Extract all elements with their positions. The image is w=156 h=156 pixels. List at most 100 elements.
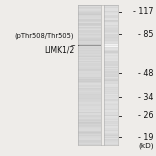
Bar bbox=[78, 51, 101, 53]
Bar bbox=[104, 62, 118, 63]
Bar bbox=[104, 95, 118, 96]
Bar bbox=[78, 136, 101, 137]
Text: - 48: - 48 bbox=[138, 69, 154, 78]
Bar bbox=[104, 64, 118, 66]
Bar bbox=[104, 51, 118, 53]
Bar bbox=[78, 60, 101, 61]
Bar bbox=[104, 23, 118, 24]
Bar bbox=[104, 29, 118, 30]
Bar bbox=[104, 44, 118, 46]
Bar bbox=[104, 94, 118, 95]
Bar bbox=[104, 62, 118, 65]
Bar bbox=[104, 76, 118, 77]
Bar bbox=[78, 91, 101, 92]
Bar bbox=[78, 40, 101, 41]
Bar bbox=[78, 45, 101, 48]
Bar bbox=[104, 139, 118, 140]
Bar bbox=[104, 7, 118, 8]
Bar bbox=[78, 77, 101, 78]
Bar bbox=[78, 81, 101, 83]
Bar bbox=[78, 129, 101, 130]
Bar bbox=[78, 11, 101, 12]
Bar bbox=[78, 5, 101, 6]
Bar bbox=[104, 55, 118, 56]
Bar bbox=[104, 51, 118, 54]
Bar bbox=[104, 32, 118, 33]
Bar bbox=[104, 63, 118, 64]
Bar bbox=[78, 19, 101, 20]
Bar bbox=[104, 30, 118, 32]
Bar bbox=[78, 47, 101, 48]
Bar bbox=[104, 50, 118, 51]
Bar bbox=[104, 138, 118, 139]
Bar bbox=[78, 120, 101, 122]
Bar bbox=[78, 130, 101, 131]
Bar bbox=[104, 128, 118, 129]
Bar bbox=[104, 74, 118, 75]
Bar bbox=[78, 55, 101, 56]
Bar bbox=[104, 26, 118, 27]
Bar bbox=[78, 132, 101, 133]
Bar bbox=[78, 75, 101, 76]
Bar bbox=[78, 22, 101, 23]
Bar bbox=[104, 74, 118, 77]
Bar bbox=[78, 106, 101, 108]
Bar bbox=[78, 24, 101, 26]
Bar bbox=[78, 14, 101, 15]
Text: - 117: - 117 bbox=[133, 7, 154, 16]
Bar bbox=[78, 53, 101, 54]
Bar bbox=[78, 118, 101, 119]
Bar bbox=[78, 48, 101, 49]
Bar bbox=[104, 41, 118, 42]
Bar bbox=[104, 125, 118, 126]
Bar bbox=[104, 124, 118, 125]
Bar bbox=[104, 130, 118, 131]
Bar bbox=[78, 80, 101, 81]
Bar bbox=[78, 34, 101, 35]
Bar bbox=[104, 102, 118, 103]
Bar bbox=[104, 56, 118, 57]
Bar bbox=[104, 57, 118, 58]
Bar bbox=[104, 14, 118, 15]
Bar bbox=[104, 142, 118, 143]
Bar bbox=[78, 46, 101, 47]
Bar bbox=[104, 73, 118, 74]
Bar bbox=[78, 71, 101, 73]
Bar bbox=[104, 15, 118, 16]
Bar bbox=[78, 81, 101, 83]
Bar bbox=[104, 126, 118, 128]
Bar bbox=[104, 71, 118, 73]
Bar bbox=[78, 140, 101, 142]
Bar bbox=[104, 34, 118, 35]
Bar bbox=[104, 12, 118, 13]
Bar bbox=[78, 18, 101, 19]
Bar bbox=[104, 108, 118, 109]
Bar bbox=[104, 110, 118, 111]
Bar bbox=[104, 136, 118, 137]
Bar bbox=[78, 56, 101, 57]
Text: - 85: - 85 bbox=[138, 29, 154, 39]
Bar bbox=[78, 122, 101, 125]
Bar bbox=[78, 90, 101, 91]
Bar bbox=[104, 111, 118, 112]
Bar bbox=[78, 82, 101, 83]
Bar bbox=[78, 84, 101, 85]
Bar bbox=[78, 28, 101, 29]
Bar bbox=[104, 119, 118, 120]
Bar bbox=[104, 122, 118, 123]
Bar bbox=[104, 129, 118, 130]
Bar bbox=[78, 37, 101, 39]
Bar bbox=[104, 81, 118, 82]
Bar bbox=[78, 89, 101, 90]
Bar bbox=[104, 114, 118, 115]
Bar bbox=[78, 125, 101, 126]
Bar bbox=[104, 8, 118, 9]
Bar bbox=[104, 139, 118, 141]
Bar bbox=[78, 139, 101, 140]
Bar bbox=[104, 36, 118, 37]
Bar bbox=[78, 61, 101, 62]
Bar bbox=[104, 79, 118, 80]
Bar bbox=[104, 20, 118, 22]
Bar bbox=[78, 70, 101, 71]
Bar bbox=[104, 134, 118, 136]
